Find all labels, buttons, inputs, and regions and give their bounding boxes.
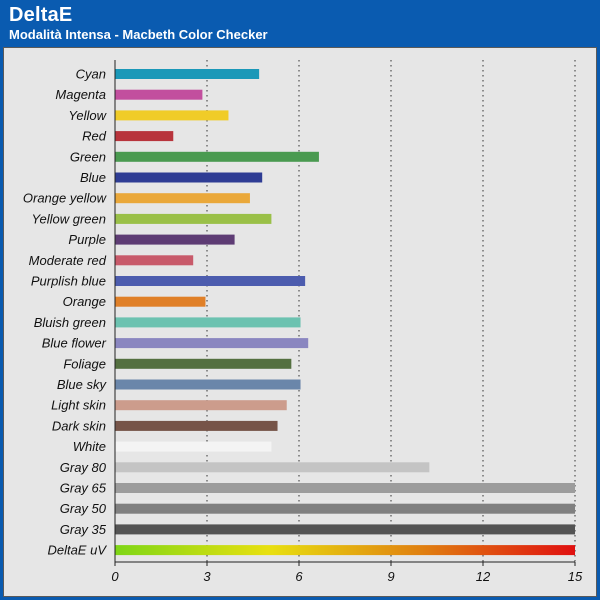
category-label: Yellow bbox=[68, 108, 107, 123]
category-label: Blue flower bbox=[42, 336, 107, 351]
bar bbox=[115, 193, 250, 204]
category-label: DeltaE uV bbox=[47, 543, 107, 558]
axes bbox=[114, 60, 575, 563]
bar bbox=[115, 151, 319, 162]
category-label: White bbox=[73, 439, 106, 454]
category-label: Red bbox=[82, 129, 107, 144]
category-label: Blue sky bbox=[57, 377, 108, 392]
bar bbox=[115, 317, 301, 328]
bar bbox=[115, 524, 575, 535]
category-label: Cyan bbox=[76, 67, 106, 82]
category-label: Moderate red bbox=[29, 253, 107, 268]
category-label: Purplish blue bbox=[31, 274, 106, 289]
bar bbox=[115, 441, 272, 452]
bar bbox=[115, 69, 260, 79]
x-tick-label: 6 bbox=[295, 569, 303, 584]
x-tick-label: 9 bbox=[387, 569, 394, 584]
bar bbox=[115, 400, 287, 411]
category-label: Gray 35 bbox=[60, 522, 107, 537]
category-label: Orange bbox=[63, 294, 106, 309]
category-label: Gray 50 bbox=[60, 501, 107, 516]
category-label: Yellow green bbox=[32, 211, 106, 226]
category-label: Light skin bbox=[51, 398, 106, 413]
bar bbox=[115, 483, 575, 493]
category-label: Magenta bbox=[55, 87, 106, 102]
category-label: Purple bbox=[68, 232, 106, 247]
category-label: Gray 80 bbox=[60, 460, 107, 475]
bar bbox=[115, 545, 575, 556]
bar bbox=[115, 255, 194, 266]
category-labels: Cyan Magenta Yellow Red Green Blue Orange yell… bbox=[23, 67, 108, 558]
category-label: Orange yellow bbox=[23, 191, 108, 206]
bar bbox=[115, 420, 278, 431]
bar bbox=[115, 110, 229, 121]
x-tick-label: 3 bbox=[203, 569, 211, 584]
category-label: Green bbox=[70, 149, 106, 164]
x-tick-label: 12 bbox=[476, 569, 491, 584]
x-tick-labels: 0 3 6 9 12 15 bbox=[111, 562, 583, 584]
bar bbox=[115, 89, 203, 100]
category-label: Blue bbox=[80, 170, 106, 185]
chart-title: DeltaE bbox=[9, 4, 73, 26]
bar bbox=[115, 131, 174, 142]
chart-subtitle: Modalità Intensa - Macbeth Color Checker bbox=[9, 27, 268, 42]
category-label: Bluish green bbox=[34, 315, 106, 330]
bar bbox=[115, 503, 575, 514]
bar bbox=[115, 462, 430, 473]
x-tick-label: 0 bbox=[111, 569, 119, 584]
category-label: Gray 65 bbox=[60, 481, 107, 496]
bar bbox=[115, 358, 292, 369]
category-label: Dark skin bbox=[52, 418, 106, 433]
bars bbox=[115, 69, 575, 556]
bar bbox=[115, 296, 206, 307]
bar bbox=[115, 379, 301, 390]
bar bbox=[115, 338, 309, 349]
bar bbox=[115, 172, 263, 183]
bar bbox=[115, 234, 235, 245]
bar bbox=[115, 276, 306, 286]
category-label: Foliage bbox=[63, 356, 106, 371]
grid-lines bbox=[206, 60, 576, 562]
bar bbox=[115, 213, 272, 224]
x-tick-label: 15 bbox=[568, 569, 583, 584]
